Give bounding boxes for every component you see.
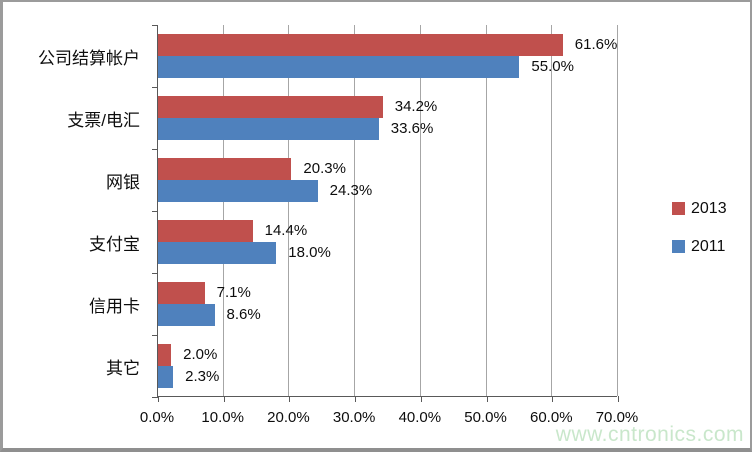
category-label-4: 信用卡 [89,296,140,316]
y-axis-tick [152,335,158,336]
x-axis-tick [487,396,488,402]
bar-2013-5 [158,344,172,366]
bar-2011-3 [158,242,277,264]
y-axis-tick [152,149,158,150]
x-tick-label-3: 30.0% [332,409,376,426]
x-tick-label-6: 60.0% [530,409,573,426]
category-label-5: 其它 [106,358,140,378]
category-axis: 公司结算帐户支票/电汇网银支付宝信用卡其它 [3,25,149,397]
gridline-60 [551,25,553,396]
bar-2011-2 [158,180,318,202]
bar-2011-4 [158,304,215,326]
legend-item-2013: 2013 [672,200,727,217]
category-label-1: 支票/电汇 [67,110,140,130]
y-axis-tick [152,397,158,398]
value-label-2013-2: 20.3% [303,160,346,177]
gridline-50 [485,25,487,396]
x-tick-label-2: 20.0% [267,409,310,426]
gridline-20 [288,25,290,396]
x-tick-label-5: 50.0% [464,409,507,426]
legend-swatch-2011 [672,240,685,253]
value-label-2011-1: 33.6% [390,120,434,137]
value-label-2013-0: 61.6% [574,36,618,53]
y-axis-tick [152,25,158,26]
category-label-0: 公司结算帐户 [38,48,140,68]
x-axis-tick [552,396,553,402]
value-label-2013-4: 7.1% [216,284,251,301]
bar-2013-0 [158,34,563,56]
x-axis-tick [224,396,225,402]
bar-2013-3 [158,220,253,242]
legend-swatch-2013 [672,202,685,215]
bar-2011-0 [158,56,520,78]
value-label-2013-1: 34.2% [394,98,438,115]
x-axis-tick [421,396,422,402]
bar-2013-4 [158,282,205,304]
y-axis-tick [152,87,158,88]
gridline-70 [617,25,618,396]
value-label-2011-0: 55.0% [531,58,574,75]
plot-area: 61.6% 55.0% 34.2% 33.6% 20.3% 24.3% 14.4% 18.0%… [152,25,619,402]
watermark: www.cntronics.com [555,423,744,446]
category-label-3: 支付宝 [89,234,140,254]
x-tick-label-7: 70.0% [595,409,639,426]
x-axis-tick [355,396,356,402]
value-label-2011-4: 8.6% [226,306,261,323]
bar-2011-1 [158,118,379,140]
bar-2011-5 [158,366,174,388]
bar-2013-1 [158,96,383,118]
x-tick-label-1: 10.0% [201,409,244,426]
value-label-2011-5: 2.3% [185,368,220,385]
gridline-10 [222,25,224,396]
value-label-2013-3: 14.4% [264,222,308,239]
value-label-2011-3: 18.0% [288,244,331,261]
x-tick-label-4: 40.0% [398,409,442,426]
legend-label-2013: 2013 [691,199,727,217]
legend: 2013 2011 [672,200,727,276]
x-axis-tick [289,396,290,402]
bar-2013-2 [158,158,292,180]
x-tick-label-0: 0.0% [139,409,175,426]
gridline-30 [354,25,356,396]
x-axis-tick [618,396,619,402]
value-label-2011-2: 24.3% [329,182,373,199]
category-label-2: 网银 [106,172,140,192]
x-axis-tick [158,396,159,402]
legend-item-2011: 2011 [672,238,727,255]
gridline-40 [419,25,421,396]
value-label-2013-5: 2.0% [183,346,218,363]
y-axis-tick [152,273,158,274]
y-axis-tick [152,211,158,212]
legend-label-2011: 2011 [691,237,726,255]
